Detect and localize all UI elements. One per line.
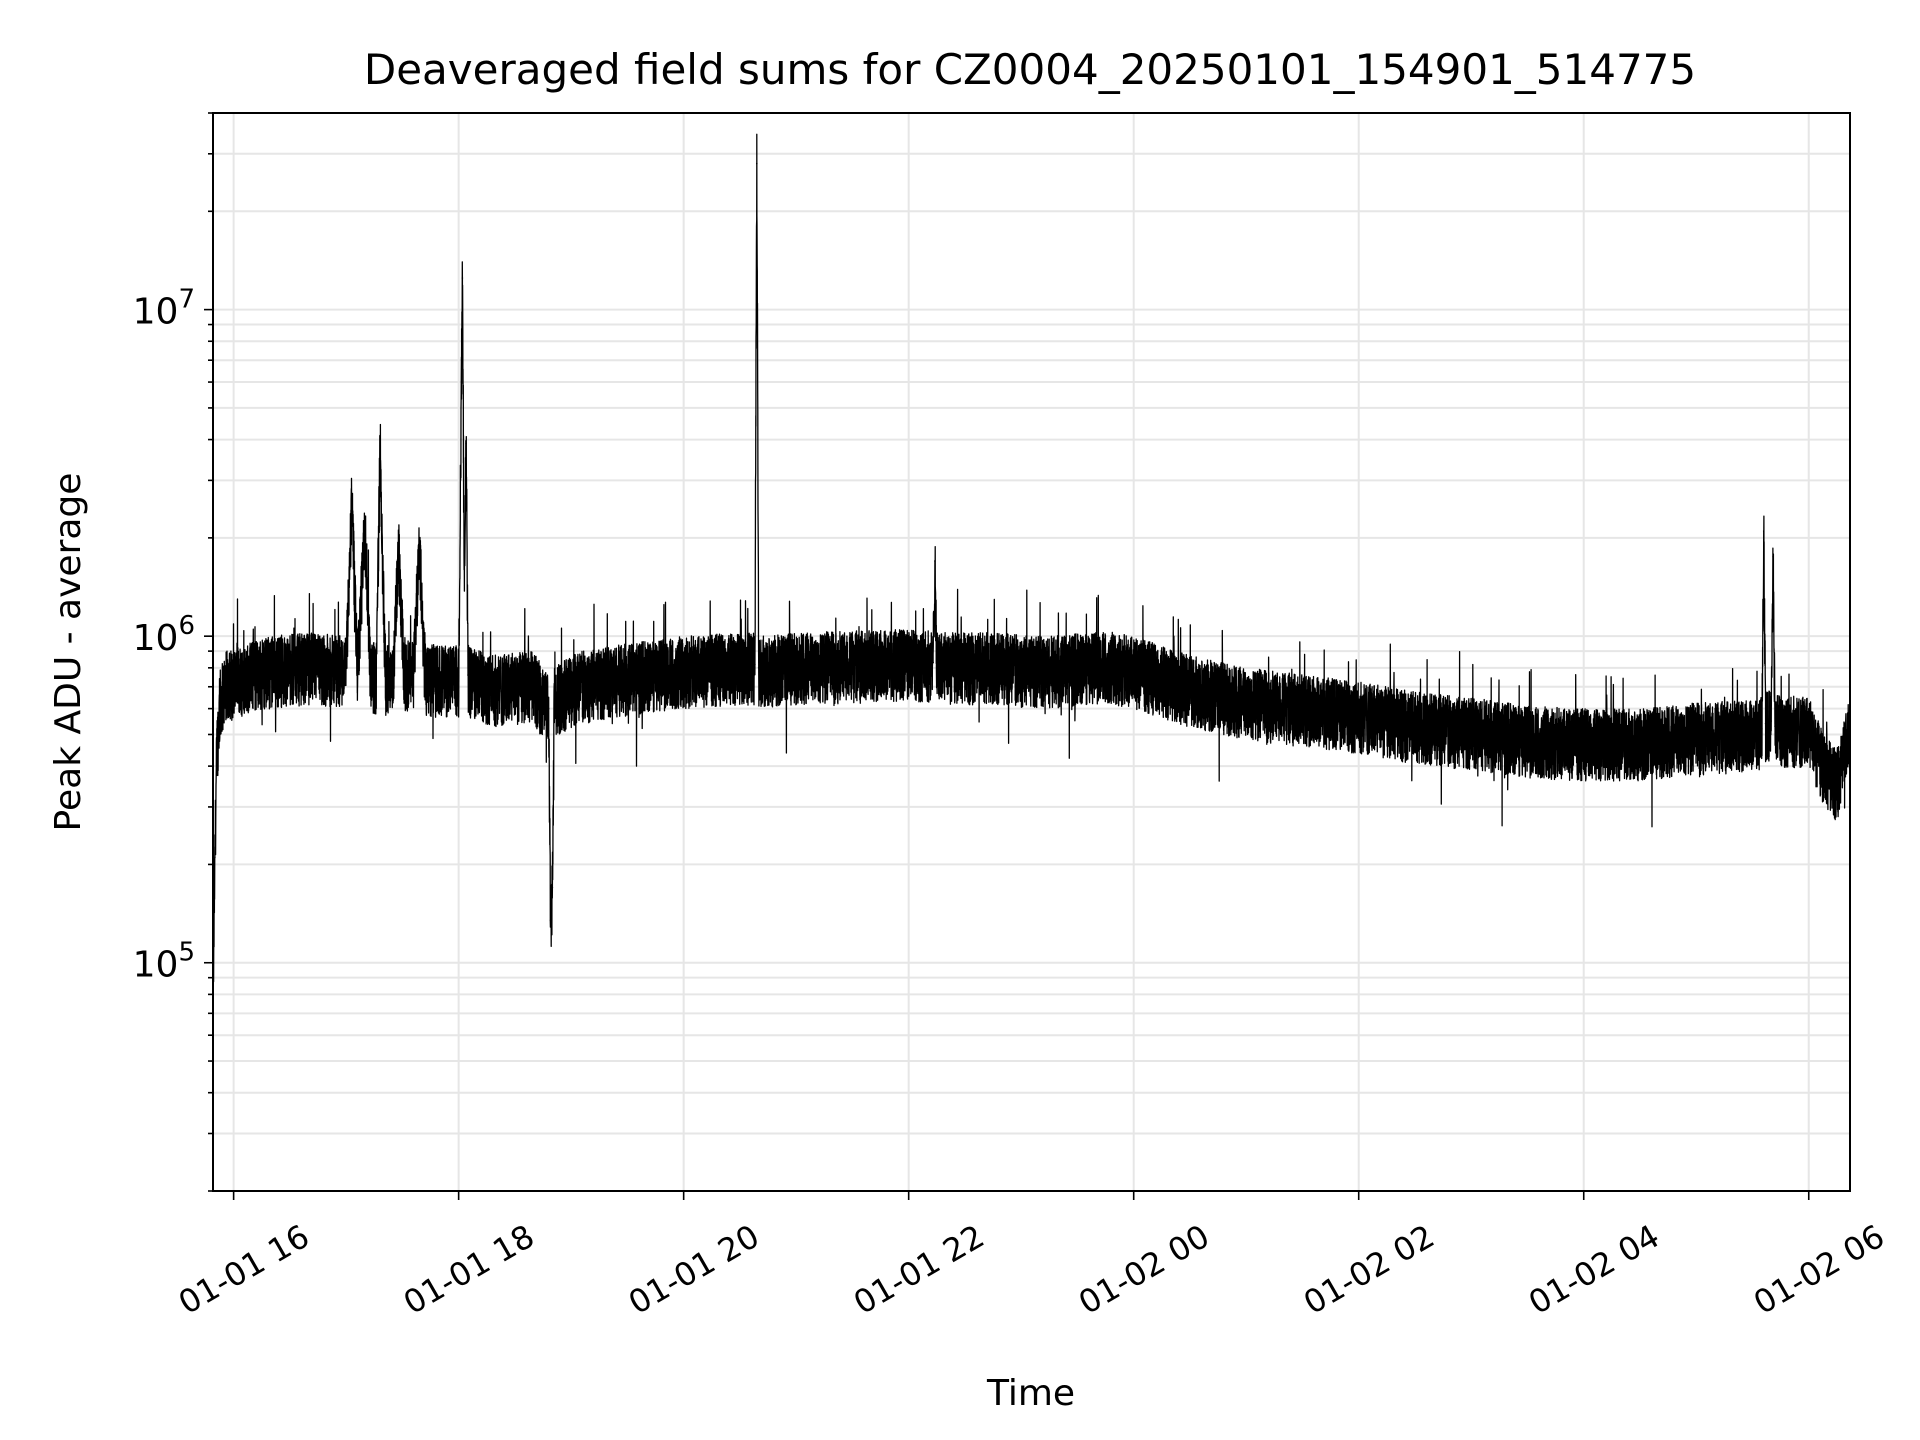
data-point (1836, 780, 1838, 782)
data-point (626, 674, 629, 676)
data-point (219, 696, 222, 699)
data-point (225, 682, 227, 684)
grid (213, 112, 1850, 1192)
y-tick-label: 106 (133, 611, 195, 659)
data-point (403, 672, 406, 674)
data-point (1582, 739, 1585, 742)
data-point (1189, 686, 1191, 688)
data-point (270, 667, 272, 669)
data-point (795, 663, 797, 666)
y-axis-label: Peak ADU - average (48, 473, 89, 832)
data-point (532, 682, 535, 684)
y-tick-label: 107 (133, 285, 195, 333)
data-point (579, 682, 582, 684)
data-point (1751, 730, 1754, 733)
data-point (216, 748, 218, 751)
data-point (907, 660, 910, 662)
data-point (461, 277, 464, 279)
data-point (1639, 739, 1641, 742)
data-point (1761, 728, 1763, 730)
data-point (375, 676, 377, 678)
data-point (412, 670, 415, 673)
data-point (1357, 712, 1360, 715)
chart-title: Deaveraged field sums for CZ0004_2025010… (364, 45, 1696, 94)
data-point (756, 162, 758, 165)
data-point (1762, 530, 1765, 532)
data-point (379, 457, 381, 460)
data-point (384, 674, 387, 676)
data-point (463, 568, 466, 571)
data-point (351, 499, 353, 502)
data-point (1526, 736, 1529, 739)
data-point (1695, 733, 1697, 736)
data-point (465, 442, 467, 445)
data-point (1048, 667, 1051, 669)
y-tick-label: 105 (133, 938, 195, 986)
series-line (212, 133, 1851, 1019)
data-point (364, 523, 366, 526)
data-point (1132, 667, 1135, 669)
data-point (1772, 556, 1774, 558)
data-point (553, 696, 556, 699)
data-point (457, 676, 460, 678)
data-point (754, 663, 756, 666)
data-point (932, 661, 934, 664)
data-point (934, 560, 936, 562)
data-layer (212, 133, 1851, 1019)
data-point (1822, 765, 1825, 767)
data-point (1774, 725, 1776, 727)
data-point (1301, 705, 1304, 708)
data-point (467, 674, 469, 676)
data-point (547, 707, 550, 710)
data-point (345, 667, 347, 669)
data-point (1770, 720, 1772, 722)
data-point (242, 674, 244, 676)
data-point (549, 919, 552, 921)
data-point (682, 667, 685, 669)
data-point (739, 663, 741, 666)
data-point (369, 668, 372, 671)
data-point (397, 544, 400, 546)
data-point (307, 663, 310, 666)
x-axis-label: Time (986, 1373, 1075, 1414)
data-point (1245, 698, 1247, 701)
data-point (392, 678, 394, 680)
data-point (1764, 722, 1767, 725)
data-point (439, 676, 441, 678)
plot-frame (212, 112, 1851, 1192)
data-point (551, 886, 554, 889)
data-point (851, 661, 854, 664)
data-point (495, 686, 497, 688)
data-point (356, 670, 359, 673)
data-point (1414, 722, 1416, 725)
data-point (992, 663, 994, 666)
data-point (757, 667, 760, 669)
data-point (1104, 661, 1107, 664)
data-point (424, 674, 426, 676)
data-point (418, 537, 421, 539)
data-point (936, 663, 938, 666)
data-point (214, 856, 216, 859)
data-point (1807, 728, 1810, 730)
data-point (1470, 728, 1472, 730)
data-point (469, 678, 471, 680)
